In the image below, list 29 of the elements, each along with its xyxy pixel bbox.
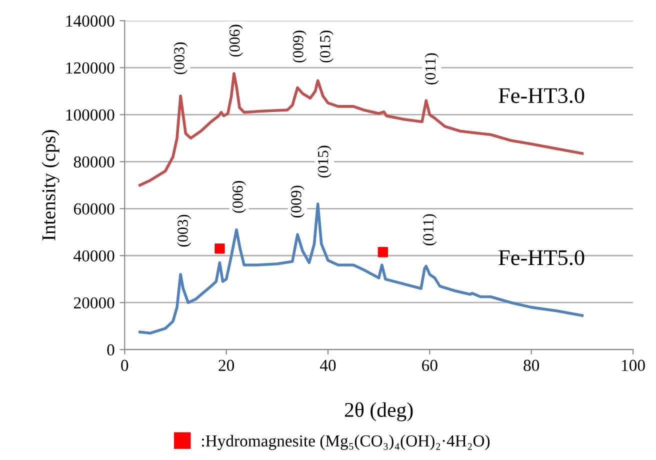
x-tick-label: 100 bbox=[622, 360, 645, 372]
y-tick-label: 80000 bbox=[74, 156, 114, 168]
annotation: (015) bbox=[318, 146, 332, 178]
x-tick-label: 60 bbox=[422, 360, 438, 372]
annotation: (006) bbox=[229, 24, 243, 57]
x-tick-label: 40 bbox=[320, 360, 336, 372]
annotation: (015) bbox=[320, 30, 334, 62]
annotation: (003) bbox=[177, 214, 192, 247]
y-tick-label: 20000 bbox=[74, 297, 114, 309]
y-tick-label: 140000 bbox=[66, 15, 114, 27]
legend-label: :Hydromagnesite (Mg₅(CO₃)₄(OH)₂·4H₂O) bbox=[202, 434, 490, 450]
series-label: Fe-HT5.0 bbox=[498, 250, 584, 266]
annotation: (009) bbox=[290, 186, 304, 218]
annotation: (011) bbox=[422, 214, 437, 246]
y-tick-label: 60000 bbox=[74, 203, 114, 215]
annotation: (006) bbox=[232, 181, 246, 213]
y-tick-label: 40000 bbox=[74, 250, 114, 262]
y-tick-label: 120000 bbox=[66, 62, 114, 74]
x-tick-label: 20 bbox=[218, 360, 234, 372]
x-axis-title: 2θ (deg) bbox=[344, 402, 413, 422]
y-tick-label: 0 bbox=[107, 344, 114, 356]
x-tick-label: 80 bbox=[524, 360, 540, 372]
x-tick-label: 0 bbox=[121, 360, 128, 372]
annotation: (011) bbox=[424, 53, 439, 84]
annotation: (003) bbox=[174, 42, 188, 74]
annotation: (009) bbox=[292, 30, 306, 62]
y-tick-label: 100000 bbox=[66, 109, 114, 121]
series-label: Fe-HT3.0 bbox=[498, 88, 584, 104]
y-axis-title: Intensity (cps) bbox=[42, 130, 60, 240]
